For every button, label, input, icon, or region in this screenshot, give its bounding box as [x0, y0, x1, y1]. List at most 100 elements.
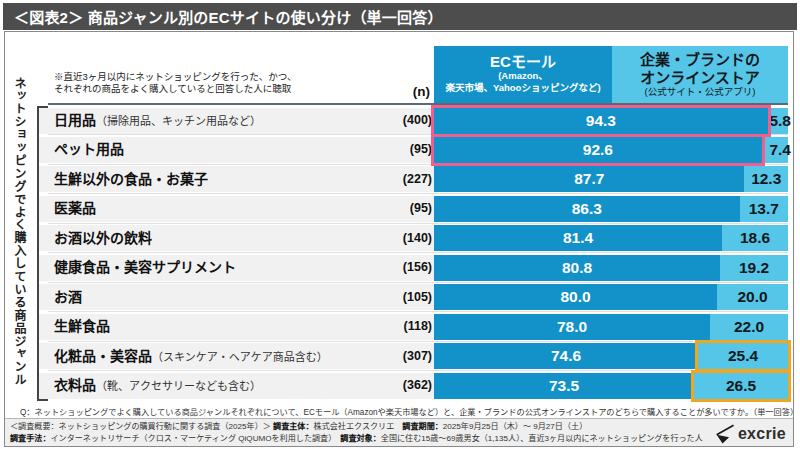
row-n: (227): [378, 165, 432, 194]
footer-line1: ＜調査概要：ネットショッピングの購買行動に関する調査（2025年）＞ 調査主体：…: [10, 421, 793, 433]
table-row: 化粧品・美容品（スキンケア・ヘアケア商品含む）(307) 74.6 25.4: [48, 342, 788, 371]
figure-title: ＜図表2＞ 商品ジャンル別のECサイトの使い分け（単一回答）: [3, 6, 443, 27]
row-bars: 87.7 12.3: [434, 166, 788, 192]
row-n: (105): [378, 283, 432, 312]
row-bars: 81.4 18.6: [434, 225, 788, 251]
row-n: (140): [378, 224, 432, 253]
table-row: 医薬品(95) 86.3 13.7: [48, 194, 788, 223]
table-row: お酒以外の飲料(140)81.4 18.6: [48, 224, 788, 253]
bar-brand-store: 19.2: [720, 255, 788, 281]
bar-brand-store: 22.0: [710, 314, 788, 340]
question-note: Q：ネットショッピングでよく購入している商品ジャンルそれぞれについて、ECモール…: [20, 405, 798, 417]
bar-ec-mall-value: 73.5: [549, 377, 579, 395]
excrie-logo-text: excrie: [738, 425, 786, 443]
row-label: 生鮮食品: [54, 312, 378, 341]
bar-brand-store-value: 13.7: [749, 200, 779, 218]
row-n: (95): [378, 194, 432, 223]
brand-store-sub: (公式サイト・公式アプリ): [612, 86, 788, 98]
survey-footer: ＜調査概要：ネットショッピングの購買行動に関する調査（2025年）＞ 調査主体：…: [5, 418, 793, 446]
row-label: 医薬品: [54, 194, 378, 223]
table-row: ペット用品(95) 92.6 7.4: [48, 135, 788, 164]
row-bars: 78.0 22.0: [434, 314, 788, 340]
ec-mall-sub1: (Amazon、: [434, 70, 612, 82]
bar-brand-store: 5.8: [768, 108, 788, 134]
ec-mall-column-header: ECモール (Amazon、 楽天市場、Yahooショッピングなど): [434, 46, 612, 103]
survey-note-line2: それぞれの商品をよく購入していると回答した人に聴取: [54, 83, 296, 95]
row-label: 衣料品（靴、アクセサリーなども含む）: [54, 371, 378, 400]
table-row: お酒(105) 80.0 20.0: [48, 283, 788, 312]
bar-ec-mall: 94.3: [434, 108, 768, 134]
row-n: (118): [378, 312, 432, 341]
survey-note: ※直近3ヶ月以内にネットショッピングを行った、かつ、 それぞれの商品をよく購入し…: [54, 71, 296, 94]
row-label: お酒: [54, 283, 378, 312]
bar-brand-store-value: 19.2: [739, 259, 769, 277]
bar-ec-mall: 92.6: [434, 137, 762, 163]
bar-ec-mall-value: 78.0: [557, 318, 587, 336]
survey-note-line1: ※直近3ヶ月以内にネットショッピングを行った、かつ、: [54, 71, 296, 83]
bar-brand-store-value: 26.5: [726, 377, 756, 395]
footer-line2: 調査手法：インターネットリサーチ（クロス・マーケティング QiQUMOを利用した…: [10, 433, 793, 445]
row-n: (307): [378, 342, 432, 371]
table-row: 生鮮以外の食品・お菓子(227) 87.7 12.3: [48, 165, 788, 194]
category-axis-label: ネットショッピングでよく購入している商品ジャンル: [6, 77, 28, 387]
bar-ec-mall-value: 87.7: [574, 170, 604, 188]
bar-brand-store-value: 7.4: [769, 141, 791, 159]
row-label: 化粧品・美容品（スキンケア・ヘアケア商品含む）: [54, 342, 378, 371]
bar-brand-store: 7.4: [762, 137, 788, 163]
bar-brand-store: 18.6: [722, 225, 788, 251]
n-column-header: (n): [388, 84, 430, 99]
title-banner: ＜図表2＞ 商品ジャンル別のECサイトの使い分け（単一回答）: [3, 3, 797, 30]
bar-ec-mall: 80.8: [434, 255, 720, 281]
row-bars: 92.6 7.4: [434, 137, 788, 163]
row-bars: 94.3 5.8: [434, 108, 788, 134]
bar-ec-mall: 78.0: [434, 314, 710, 340]
bar-ec-mall-value: 80.8: [562, 259, 592, 277]
excrie-logo-icon: [713, 423, 735, 445]
row-label: ペット用品: [54, 135, 378, 164]
bar-brand-store-value: 12.3: [751, 170, 781, 188]
bar-brand-store-value: 25.4: [728, 347, 758, 365]
brand-store-title1: 企業・ブランドの: [612, 51, 788, 69]
row-label: お酒以外の飲料: [54, 224, 378, 253]
ec-mall-sub2: 楽天市場、Yahooショッピングなど): [434, 82, 612, 94]
row-label: 健康食品・美容サプリメント: [54, 253, 378, 282]
row-n: (156): [378, 253, 432, 282]
row-label: 生鮮以外の食品・お菓子: [54, 165, 378, 194]
bar-ec-mall: 74.6: [434, 343, 698, 369]
figure: ＜図表2＞ 商品ジャンル別のECサイトの使い分け（単一回答） ネットショッピング…: [0, 0, 800, 449]
bar-ec-mall: 73.5: [434, 373, 694, 399]
bar-ec-mall-value: 86.3: [572, 200, 602, 218]
row-bars: 74.6 25.4: [434, 343, 788, 369]
bar-ec-mall-value: 80.0: [561, 288, 591, 306]
bar-ec-mall: 81.4: [434, 225, 722, 251]
bar-brand-store: 25.4: [698, 343, 788, 369]
row-bars: 80.8 19.2: [434, 255, 788, 281]
ec-mall-title: ECモール: [434, 53, 612, 70]
table-row: 健康食品・美容サプリメント(156) 80.8 19.2: [48, 253, 788, 282]
header-underline: [48, 103, 788, 105]
bar-ec-mall: 80.0: [434, 284, 717, 310]
row-bars: 73.5 26.5: [434, 373, 788, 399]
row-n: (95): [378, 135, 432, 164]
bar-brand-store-value: 20.0: [738, 288, 768, 306]
row-n: (400): [378, 106, 432, 135]
bar-brand-store-value: 22.0: [734, 318, 764, 336]
bar-ec-mall-value: 92.6: [583, 141, 613, 159]
bar-brand-store-value: 18.6: [740, 229, 770, 247]
bar-ec-mall-value: 94.3: [586, 112, 616, 130]
bar-brand-store-value: 5.8: [769, 112, 791, 130]
row-label: 日用品（掃除用品、キッチン用品など）: [54, 106, 378, 135]
bar-brand-store: 26.5: [694, 373, 788, 399]
table-row: 生鮮食品(118) 78.0 22.0: [48, 312, 788, 341]
bar-brand-store: 20.0: [717, 284, 788, 310]
bar-ec-mall-value: 74.6: [551, 347, 581, 365]
brand-store-title2: オンラインストア: [612, 69, 788, 87]
bar-brand-store: 13.7: [740, 196, 788, 222]
table-row: 衣料品（靴、アクセサリーなども含む）(362) 73.5 26.5: [48, 371, 788, 400]
row-bars: 86.3 13.7: [434, 196, 788, 222]
row-n: (362): [378, 371, 432, 400]
row-bars: 80.0 20.0: [434, 284, 788, 310]
brand-store-column-header: 企業・ブランドの オンラインストア (公式サイト・公式アプリ): [612, 46, 788, 103]
bar-brand-store: 12.3: [744, 166, 788, 192]
company-logo: excrie: [713, 423, 786, 445]
